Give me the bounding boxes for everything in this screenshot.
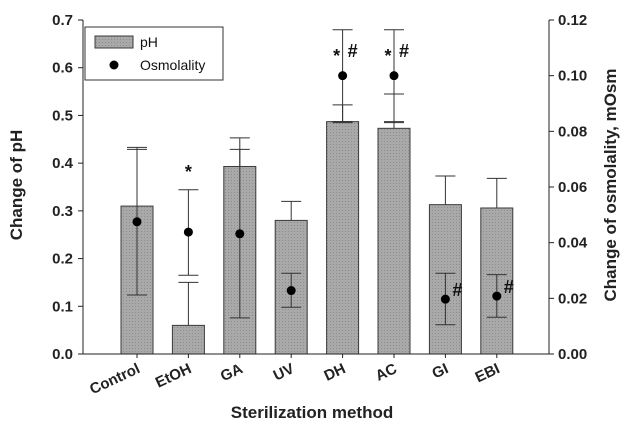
x-tick-label-gi: GI <box>430 360 452 382</box>
y-left-tick-label: 0.7 <box>52 12 73 29</box>
annotation-ac-hash: # <box>399 41 409 61</box>
x-tick-label-ac: AC <box>373 360 400 385</box>
point-dh <box>338 71 348 81</box>
point-etoh <box>183 227 193 237</box>
y-axis-title-right: Change of osmolality, mOsm <box>601 68 620 301</box>
legend-label-ph: pH <box>140 34 158 50</box>
annotations-layer: * * # * # # # <box>185 41 514 300</box>
y-left-tick-label: 0.2 <box>52 251 73 268</box>
point-control <box>132 217 142 227</box>
annotation-ac-star: * <box>384 46 391 66</box>
point-uv <box>286 286 296 296</box>
y-right-tick-label: 0.02 <box>558 290 587 307</box>
y-right-tick-label: 0.12 <box>558 12 587 29</box>
annotation-ebi: # <box>504 277 514 297</box>
point-ga <box>235 229 245 239</box>
bar-etoh <box>171 324 205 355</box>
bar-dh <box>326 121 360 355</box>
y-axis-title-left: Change of pH <box>7 130 26 241</box>
y-right-tick-label: 0.06 <box>558 179 587 196</box>
x-tick-label-etoh: EtOH <box>153 360 194 391</box>
x-tick-label-dh: DH <box>321 360 348 385</box>
legend-marker-osmolality <box>109 60 119 70</box>
x-tick-label-ga: GA <box>218 360 246 385</box>
x-tick-label-ebi: EBI <box>473 360 503 386</box>
y-left-tick-label: 0.0 <box>52 346 73 363</box>
x-tick-label-control: Control <box>87 360 143 398</box>
legend-label-osmolality: Osmolality <box>140 57 205 73</box>
points-layer <box>132 71 502 304</box>
annotation-dh-star: * <box>333 46 340 66</box>
point-ac <box>389 71 399 81</box>
y-left-tick-label: 0.1 <box>52 298 73 315</box>
y-left-tick-label: 0.5 <box>52 107 73 124</box>
y-right-tick-label: 0.08 <box>558 123 587 140</box>
legend: pH Osmolality <box>84 26 224 81</box>
y-right-tick-label: 0.00 <box>558 346 587 363</box>
error-bars-layer <box>127 29 507 326</box>
y-right-tick-label: 0.04 <box>558 235 588 252</box>
legend-swatch-ph <box>94 35 134 49</box>
bars-layer <box>120 121 514 355</box>
point-ebi <box>492 291 502 301</box>
bar-ac <box>377 127 411 355</box>
annotation-etoh: * <box>185 162 192 182</box>
annotation-dh-hash: # <box>348 41 358 61</box>
y-left-tick-label: 0.6 <box>52 60 73 77</box>
point-gi <box>440 294 450 304</box>
y-left-tick-label: 0.3 <box>52 203 73 220</box>
y-left-tick-label: 0.4 <box>52 155 74 172</box>
annotation-gi: # <box>452 280 462 300</box>
x-axis-title: Sterilization method <box>231 403 393 422</box>
x-tick-label-uv: UV <box>271 360 297 384</box>
y-right-tick-label: 0.10 <box>558 68 587 85</box>
